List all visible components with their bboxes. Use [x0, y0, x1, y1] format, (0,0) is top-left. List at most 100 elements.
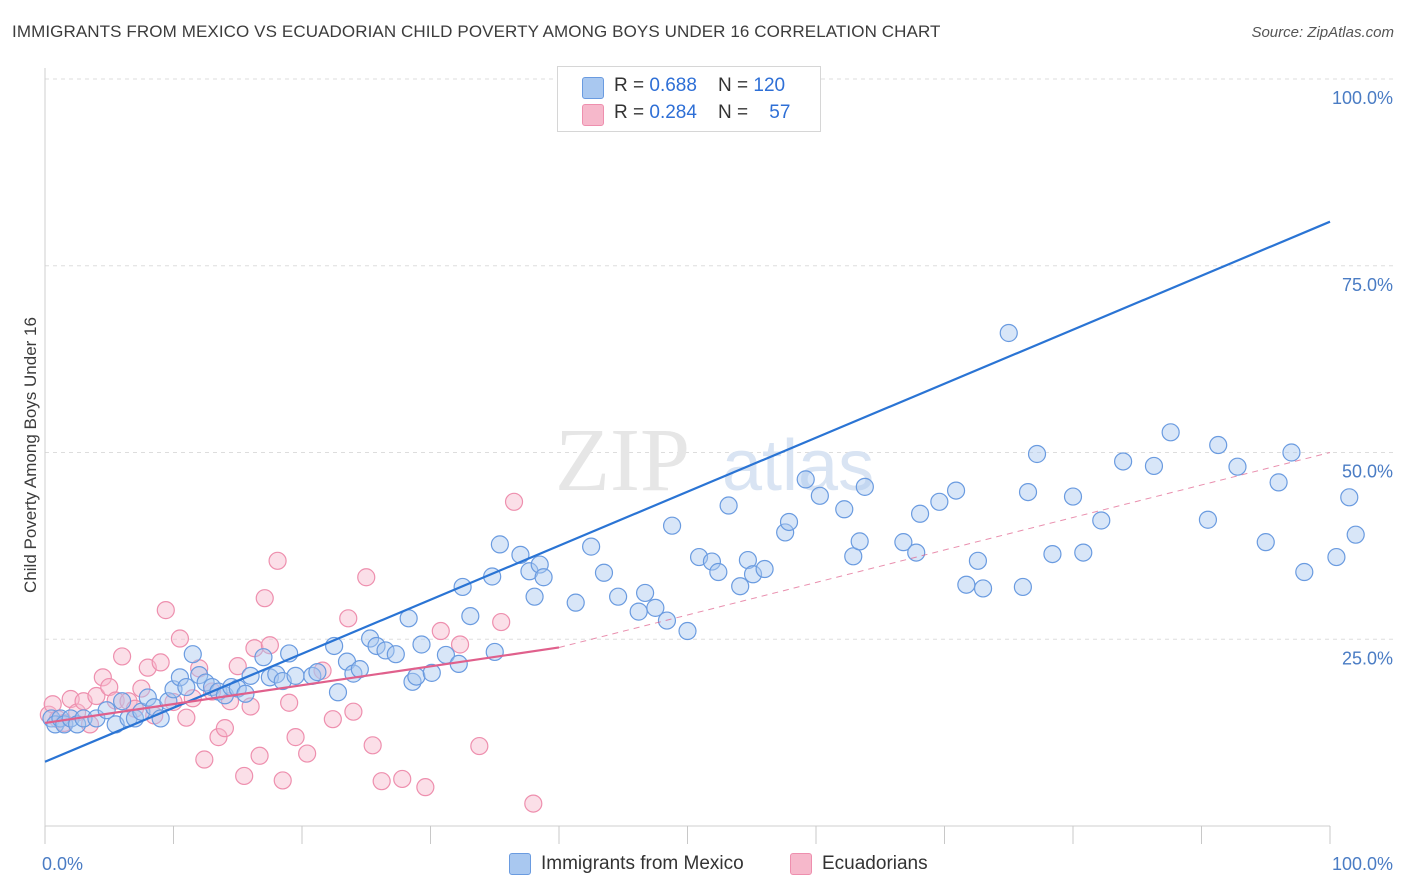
trend-lines: [44, 220, 1331, 763]
grid-lines: [45, 78, 1395, 640]
mexico-point: [678, 621, 697, 641]
mexico-point: [855, 477, 874, 496]
mexico-point: [386, 645, 405, 664]
y-tick-label: 75.0%: [1342, 275, 1393, 295]
mexico-point: [635, 583, 655, 603]
ecuadorians-point: [170, 629, 190, 648]
ecuadorians-swatch: [582, 104, 604, 126]
mexico-point: [973, 579, 993, 598]
ecuadorians-points: [39, 492, 543, 813]
ecuadorians-trend-line: [44, 646, 560, 725]
ecuadorians-point: [195, 750, 214, 769]
ecuadorians-trend-extension: [558, 452, 1331, 648]
ecuadorians-point: [323, 710, 342, 729]
mexico-point: [1161, 423, 1180, 442]
mexico-point: [1043, 544, 1062, 564]
ecuadorians-point: [255, 589, 274, 608]
mexico-point: [1346, 525, 1365, 544]
mexico-point: [566, 593, 585, 612]
ecuadorians-point: [339, 609, 358, 628]
mexico-point: [957, 575, 976, 594]
ecuadorians-point: [151, 653, 170, 672]
mexico-point: [738, 550, 757, 570]
chart-title: IMMIGRANTS FROM MEXICO VS ECUADORIAN CHI…: [12, 22, 941, 41]
mexico-point: [1063, 487, 1083, 506]
legend-n-value: 120: [753, 75, 786, 96]
ecuadorians-point: [286, 728, 305, 747]
mexico-point: [946, 481, 966, 500]
mexico-point: [412, 635, 431, 654]
ecuadorians-point: [209, 728, 228, 747]
ecuadorians-point: [298, 744, 317, 763]
mexico-point: [1282, 443, 1301, 462]
mexico-point: [286, 666, 305, 685]
mexico-trend-line: [44, 220, 1331, 763]
mexico-point: [719, 496, 738, 515]
mexico-point: [709, 562, 728, 582]
mexico-point: [267, 665, 286, 684]
mexico-point: [776, 523, 795, 542]
ecuadorians-point: [93, 668, 112, 687]
legend-r-value: 0.284: [649, 102, 697, 123]
mexico-point: [850, 532, 869, 551]
mexico-point: [731, 577, 750, 596]
mexico-point: [1013, 577, 1032, 597]
mexico-point: [779, 512, 799, 532]
mexico-point: [810, 486, 829, 505]
mexico-point: [534, 568, 553, 587]
mexico-point: [407, 667, 426, 686]
mexico-points: [42, 323, 1365, 734]
mexico-swatch: [582, 77, 604, 99]
mexico-point: [835, 500, 854, 519]
ecuadorians-point: [492, 612, 511, 632]
bottom-legend-mexico-label: Immigrants from Mexico: [541, 853, 744, 874]
mexico-point: [1092, 511, 1111, 530]
mexico-swatch: [509, 853, 531, 875]
ecuadorians-point: [215, 719, 234, 738]
mexico-point: [702, 552, 722, 571]
ecuadorians-point: [524, 794, 543, 813]
ecuadorians-point: [112, 647, 132, 666]
y-tick-label: 50.0%: [1342, 462, 1393, 482]
y-axis-title: Child Poverty Among Boys Under 16: [21, 317, 40, 593]
mexico-point: [170, 668, 190, 687]
y-tick-label: 25.0%: [1342, 648, 1393, 668]
mexico-point: [1018, 482, 1038, 502]
mexico-point: [594, 563, 614, 582]
mexico-point: [755, 559, 774, 579]
y-tick-label: 100.0%: [1332, 88, 1393, 108]
mexico-point: [1269, 473, 1288, 492]
ecuadorians-swatch: [790, 853, 812, 875]
legend-n-label: N =: [718, 75, 754, 96]
ecuadorians-point: [273, 771, 292, 790]
ecuadorians-point: [235, 766, 254, 786]
mexico-point: [112, 692, 132, 711]
mexico-point: [743, 565, 763, 584]
ecuadorians-point: [280, 693, 299, 712]
source-label: Source: ZipAtlas.com: [1251, 24, 1394, 41]
mexico-point: [308, 663, 327, 682]
ecuadorians-point: [132, 679, 151, 698]
ecuadorians-point: [344, 702, 363, 721]
mexico-point: [999, 323, 1018, 343]
mexico-point: [796, 470, 815, 489]
legend-r-label: R =: [614, 75, 650, 96]
mexico-point: [177, 677, 196, 697]
mexico-point: [376, 641, 395, 660]
mexico-point: [582, 537, 601, 556]
mexico-point: [490, 535, 509, 554]
mexico-point: [1256, 533, 1275, 552]
mexico-point: [254, 648, 273, 667]
mexico-point: [1295, 562, 1314, 582]
mexico-point: [907, 543, 926, 562]
legend-r-value: 0.688: [649, 75, 697, 96]
ecuadorians-point: [87, 686, 106, 706]
ecuadorians-point: [372, 772, 391, 791]
mexico-point: [930, 492, 949, 511]
ecuadorians-point: [177, 708, 196, 727]
ecuadorians-point: [450, 635, 470, 654]
mexico-point: [1327, 547, 1346, 567]
mexico-point: [609, 587, 628, 606]
ecuadorians-point: [431, 621, 450, 641]
mexico-point: [629, 602, 648, 621]
